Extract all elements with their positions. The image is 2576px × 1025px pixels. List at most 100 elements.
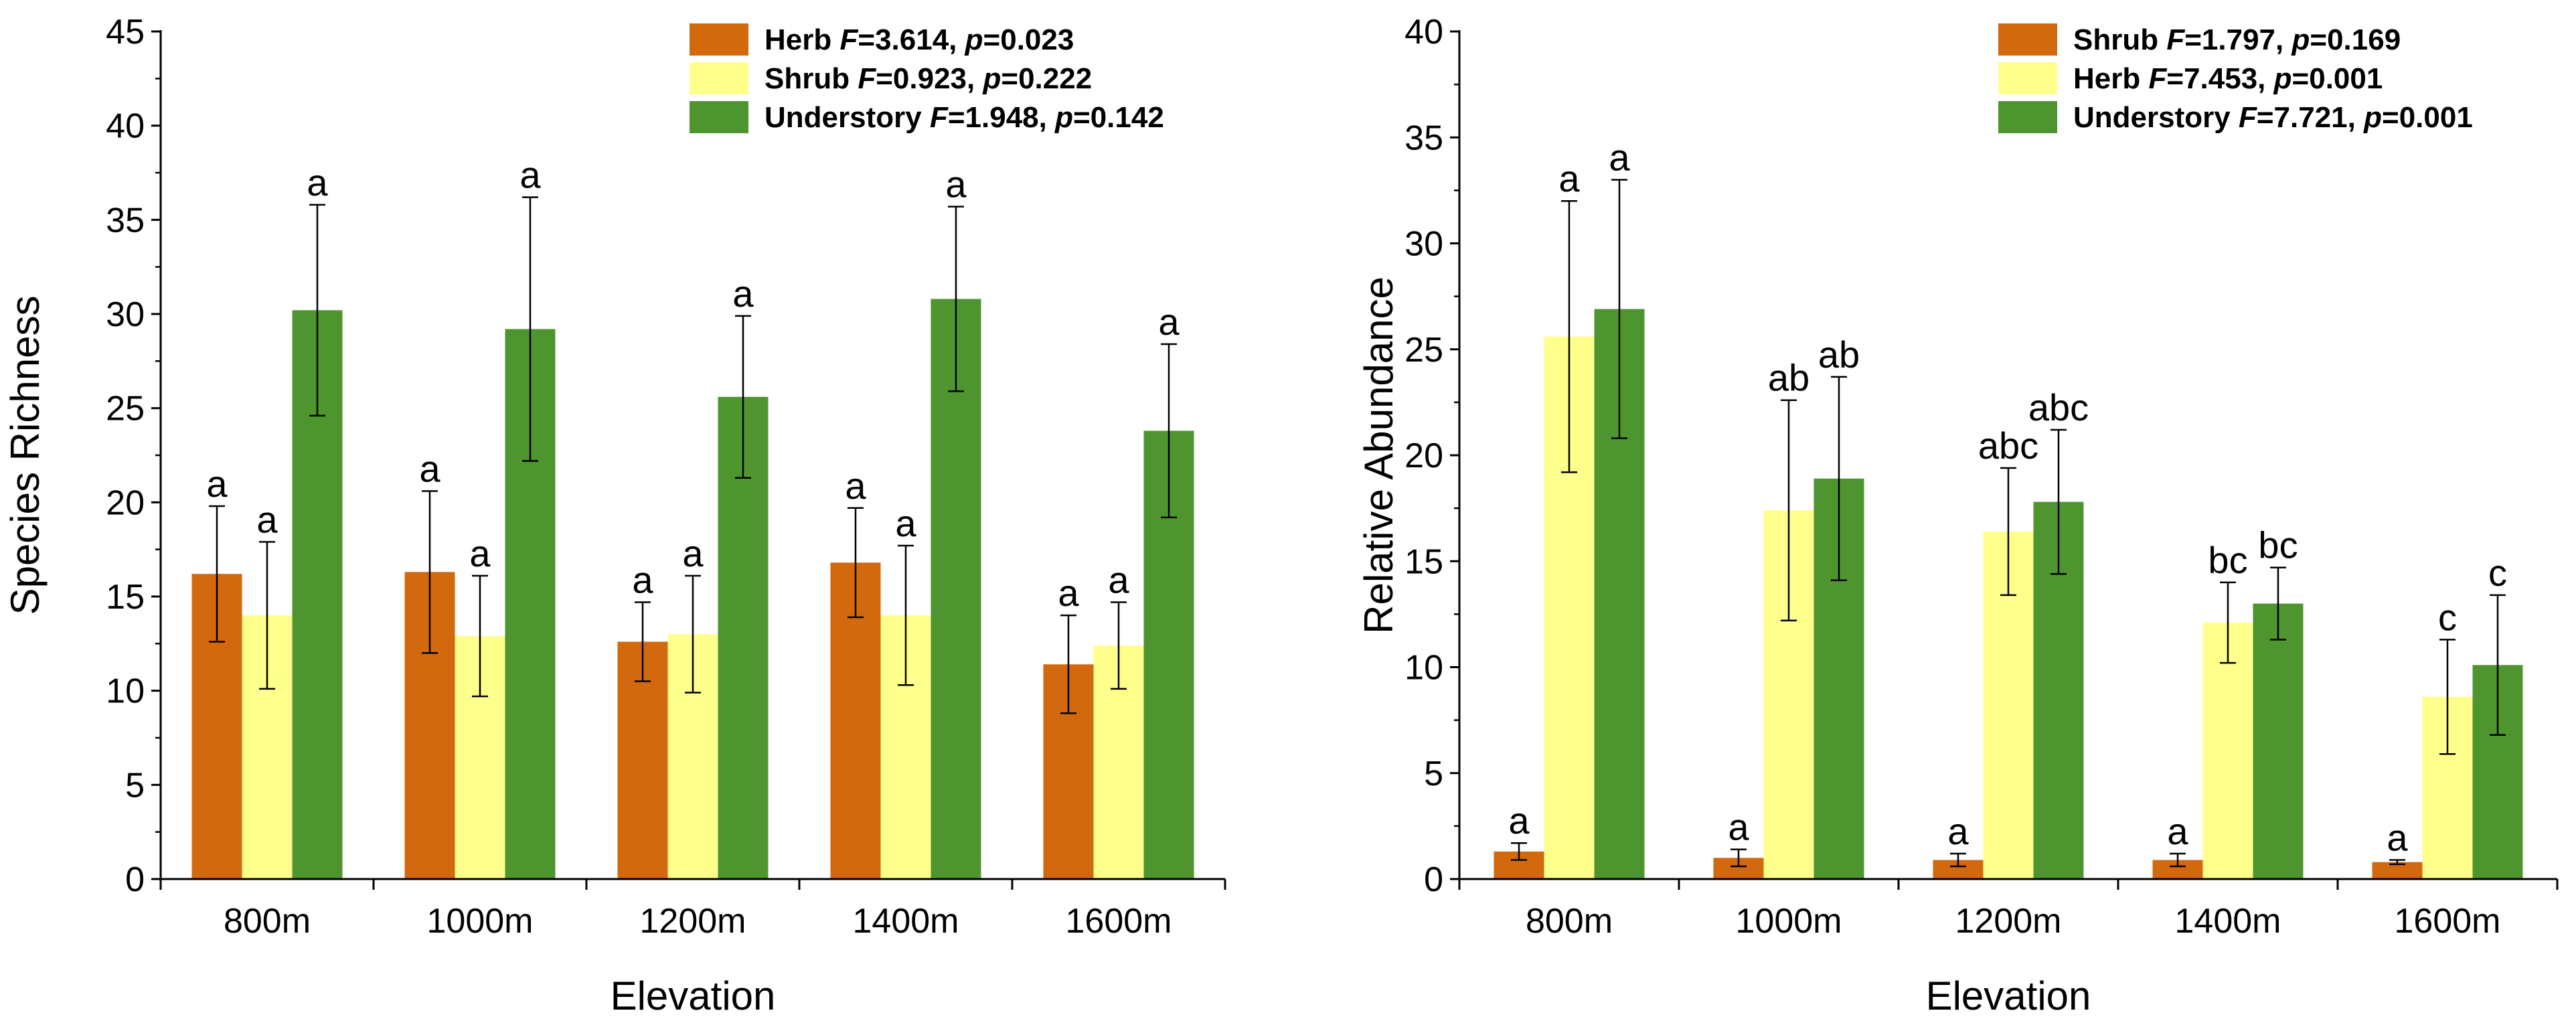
x-tick-label-1000m: 1000m [1736, 902, 1842, 941]
y-tick-label-30: 30 [106, 295, 145, 334]
bar-herb-1400m [2202, 623, 2253, 879]
x-tick-label-800m: 800m [224, 902, 311, 941]
legend-swatch-herb [690, 23, 748, 56]
x-tick-label-1400m: 1400m [2175, 902, 2281, 941]
significance-label-shrub-1400m: a [2167, 810, 2188, 852]
significance-label-herb-1600m: c [2438, 596, 2457, 638]
x-tick-label-1600m: 1600m [1066, 902, 1172, 941]
legend-entry-shrub: Shrub F=0.923, p=0.222 [764, 62, 1092, 95]
legend-text-part: p [1054, 101, 1073, 134]
legend-text-part: Herb [2073, 62, 2148, 95]
y-tick-label-10: 10 [1404, 649, 1443, 688]
legend-entry-shrub: Shrub F=1.797, p=0.169 [2073, 23, 2401, 56]
x-axis-title: Elevation [611, 973, 776, 1018]
legend-entry-understory: Understory F=1.948, p=0.142 [764, 101, 1164, 134]
y-tick-label-5: 5 [1424, 755, 1443, 793]
legend-text-part: p [982, 62, 1001, 95]
legend-text-part: p [2363, 101, 2382, 134]
legend-text-part: Herb [764, 23, 839, 56]
legend-text-part: p [2291, 23, 2310, 56]
y-tick-label-40: 40 [1404, 13, 1443, 52]
legend-text-part: F [2166, 23, 2185, 56]
x-tick-label-1400m: 1400m [853, 902, 959, 941]
significance-label-shrub-1000m: a [469, 532, 491, 574]
legend-text-part: =1.948, [948, 101, 1055, 134]
significance-label-herb-800m: a [1558, 157, 1580, 200]
legend-text-part: =0.001 [2382, 101, 2473, 134]
y-tick-label-25: 25 [106, 390, 145, 428]
significance-label-understory-1200m: a [732, 272, 754, 315]
legend-entry-herb: Herb F=3.614, p=0.023 [764, 23, 1074, 56]
significance-label-shrub-1600m: a [2387, 817, 2408, 859]
significance-label-understory-1600m: c [2488, 552, 2507, 594]
significance-label-shrub-800m: a [1508, 799, 1530, 842]
legend-text-part: =0.923, [876, 62, 983, 95]
x-tick-label-1200m: 1200m [1955, 902, 2062, 941]
y-tick-label-0: 0 [125, 860, 145, 899]
significance-label-understory-1600m: a [1158, 301, 1180, 343]
y-tick-label-0: 0 [1424, 860, 1443, 899]
significance-label-herb-1200m: a [632, 558, 653, 601]
significance-label-shrub-1600m: a [1108, 558, 1129, 601]
significance-label-shrub-800m: a [256, 498, 278, 540]
y-tick-label-35: 35 [106, 201, 145, 240]
y-tick-label-15: 15 [1404, 542, 1443, 581]
significance-label-understory-1000m: ab [1818, 333, 1860, 376]
significance-label-understory-1400m: a [945, 163, 967, 206]
y-tick-label-10: 10 [106, 672, 145, 711]
legend-text-part: F [858, 62, 876, 95]
legend-text-part: F [2239, 101, 2257, 134]
y-tick-label-25: 25 [1404, 331, 1443, 370]
significance-label-understory-1200m: abc [2028, 386, 2089, 428]
x-tick-label-1200m: 1200m [640, 902, 746, 941]
bar-understory-1400m [931, 299, 981, 879]
legend-swatch-herb [1998, 62, 2057, 94]
significance-label-shrub-1200m: a [1947, 810, 1969, 852]
y-tick-label-20: 20 [106, 483, 145, 522]
legend-text-part: Understory [2073, 101, 2239, 134]
x-tick-label-1600m: 1600m [2395, 902, 2501, 941]
legend-text-part: =0.023 [983, 23, 1074, 56]
y-tick-label-15: 15 [106, 578, 145, 617]
significance-label-herb-1600m: a [1058, 572, 1079, 614]
significance-label-shrub-1200m: a [682, 532, 704, 574]
legend-text-part: Shrub [764, 62, 858, 95]
legend-swatch-shrub [690, 62, 748, 94]
legend-swatch-understory [1998, 101, 2057, 133]
legend-text-part: Shrub [2073, 23, 2166, 56]
legend-text-part: =1.797, [2184, 23, 2291, 56]
significance-label-herb-1200m: abc [1978, 424, 2038, 467]
legend-text-part: =0.001 [2292, 62, 2383, 95]
significance-label-understory-800m: a [307, 161, 328, 204]
legend-entry-understory: Understory F=7.721, p=0.001 [2073, 101, 2473, 134]
legend-text-part: =0.169 [2310, 23, 2401, 56]
x-tick-label-800m: 800m [1526, 902, 1613, 941]
significance-label-herb-800m: a [206, 463, 228, 505]
legend-swatch-understory [690, 101, 748, 133]
significance-label-herb-1400m: bc [2208, 539, 2247, 581]
legend-text-part: =0.142 [1073, 101, 1164, 134]
significance-label-herb-1400m: a [845, 465, 866, 507]
y-tick-label-40: 40 [106, 107, 145, 146]
legend-text-part: =0.222 [1001, 62, 1092, 95]
significance-label-understory-1000m: a [519, 154, 541, 196]
legend-text-part: F [930, 101, 949, 134]
y-tick-label-45: 45 [106, 13, 145, 52]
significance-label-understory-800m: a [1609, 137, 1630, 179]
bar-understory-1400m [2253, 603, 2304, 879]
legend-text-part: p [965, 23, 983, 56]
legend-text-part: =7.453, [2166, 62, 2273, 95]
legend-text-part: p [2273, 62, 2292, 95]
y-tick-label-30: 30 [1404, 225, 1443, 264]
significance-label-understory-1400m: bc [2258, 524, 2298, 566]
significance-label-shrub-1400m: a [895, 502, 916, 544]
legend-text-part: =3.614, [858, 23, 965, 56]
legend-entry-herb: Herb F=7.453, p=0.001 [2073, 62, 2383, 95]
relative-abundance-chart: a a a a aaababcbccaababcbcc05101520253035408… [1356, 13, 2559, 1018]
y-axis-title: Relative Abundance [1356, 277, 1401, 634]
y-tick-label-35: 35 [1404, 119, 1443, 157]
